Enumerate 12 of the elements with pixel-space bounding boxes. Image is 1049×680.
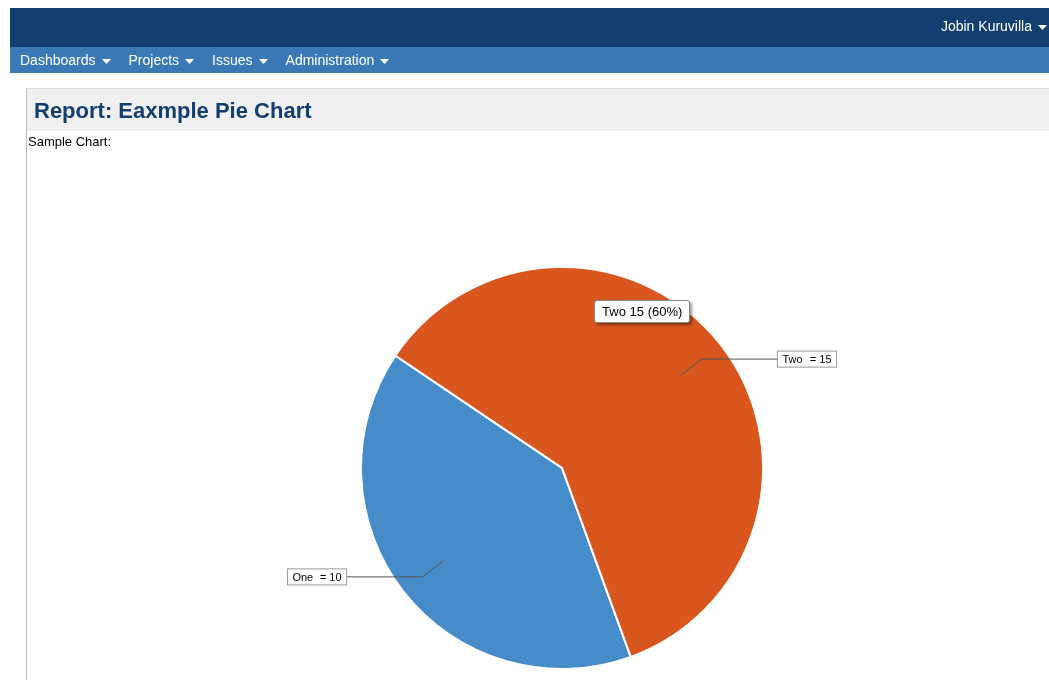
text: Issues (212, 52, 254, 68)
text: Jobin Kuruvilla (940, 18, 1033, 34)
chart-title: Report: Eaxmple Pie Chart (34, 98, 312, 124)
text: Two 15 (60%) (602, 303, 683, 319)
data-label: = 10 (319, 570, 342, 583)
data-label: = 15 (809, 353, 832, 366)
text: Sample Chart: (28, 134, 112, 149)
text: Projects (128, 52, 181, 68)
slice-label: One (292, 570, 314, 583)
slice-label: Two (782, 353, 803, 366)
text: Administration (285, 52, 376, 68)
text: Dashboards (20, 52, 97, 68)
